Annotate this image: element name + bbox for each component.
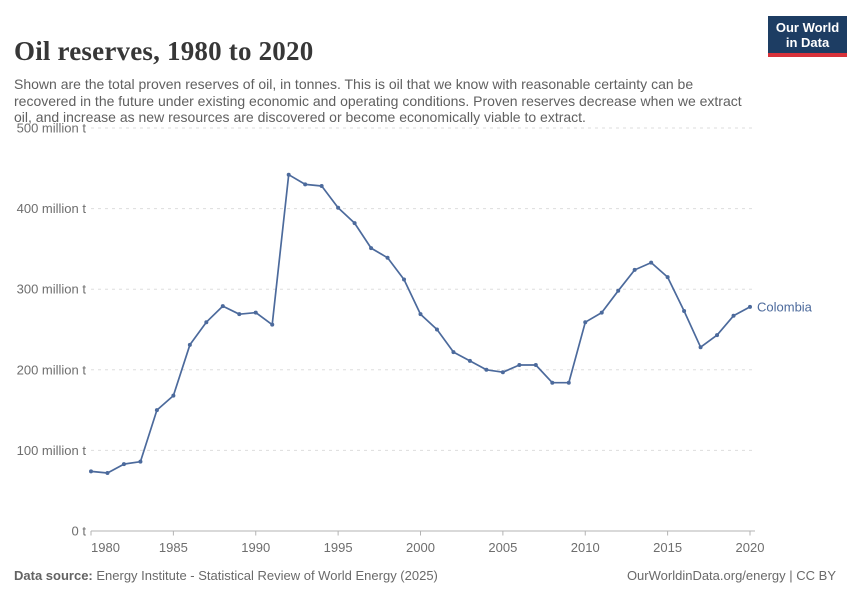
y-tick-label-300: 300 million t (17, 282, 87, 297)
x-tick-label-2005: 2005 (488, 540, 517, 555)
data-point-2020[interactable] (748, 304, 752, 309)
owid-logo[interactable]: Our World in Data (768, 16, 847, 57)
y-tick-label-0: 0 t (72, 524, 87, 539)
owid-logo-line2: in Data (785, 34, 830, 50)
data-point-1982[interactable] (121, 462, 126, 467)
data-point-1998[interactable] (385, 255, 390, 260)
footer-source: Data source: Energy Institute - Statisti… (14, 568, 438, 583)
x-tick-label-1990: 1990 (241, 540, 270, 555)
data-point-2001[interactable] (434, 327, 439, 332)
data-point-2012[interactable] (616, 288, 621, 293)
data-point-2006[interactable] (517, 362, 522, 367)
data-point-1999[interactable] (402, 277, 407, 282)
x-tick-label-1980: 1980 (91, 540, 120, 555)
data-point-1990[interactable] (253, 310, 258, 315)
data-point-1989[interactable] (237, 312, 242, 317)
data-point-2000[interactable] (418, 312, 423, 317)
data-point-1985[interactable] (171, 393, 176, 398)
data-point-1997[interactable] (369, 246, 374, 251)
x-tick-label-1985: 1985 (159, 540, 188, 555)
y-tick-label-400: 400 million t (17, 201, 87, 216)
series-label-colombia[interactable]: Colombia (757, 299, 813, 314)
data-point-1980[interactable] (89, 469, 93, 474)
data-point-2011[interactable] (599, 310, 604, 315)
data-point-1995[interactable] (336, 205, 341, 210)
data-point-1996[interactable] (352, 221, 357, 226)
x-tick-label-2000: 2000 (406, 540, 435, 555)
data-point-2003[interactable] (467, 358, 472, 363)
data-point-2002[interactable] (451, 350, 456, 355)
data-point-1983[interactable] (138, 459, 143, 464)
data-point-2015[interactable] (665, 275, 670, 280)
x-tick-label-1995: 1995 (324, 540, 353, 555)
data-point-2010[interactable] (583, 320, 588, 325)
footer-source-label: Data source: (14, 568, 93, 583)
footer-link[interactable]: OurWorldinData.org/energy | CC BY (626, 568, 836, 583)
data-point-2014[interactable] (649, 260, 654, 265)
data-point-2008[interactable] (550, 380, 555, 385)
chart-subtitle: Shown are the total proven reserves of o… (14, 76, 742, 125)
data-point-2007[interactable] (533, 362, 538, 367)
y-tick-label-500: 500 million t (17, 121, 87, 136)
data-point-1981[interactable] (105, 470, 110, 475)
owid-logo-text: Our World in Data (768, 16, 847, 53)
data-point-1988[interactable] (220, 304, 225, 309)
data-point-1987[interactable] (204, 320, 209, 325)
footer-source-text: Energy Institute - Statistical Review of… (92, 568, 438, 583)
data-point-2018[interactable] (715, 333, 720, 338)
data-point-2004[interactable] (484, 367, 489, 372)
y-tick-label-100: 100 million t (17, 443, 87, 458)
data-point-1992[interactable] (286, 172, 291, 177)
data-point-1986[interactable] (187, 342, 192, 347)
data-point-1993[interactable] (303, 182, 308, 187)
data-point-1994[interactable] (319, 184, 324, 189)
data-point-1984[interactable] (154, 408, 159, 413)
series-line-colombia[interactable] (90, 173, 751, 474)
data-point-2009[interactable] (566, 380, 571, 385)
y-tick-label-200: 200 million t (17, 362, 87, 377)
owid-logo-line1: Our World (775, 19, 840, 35)
x-tick-label-2020: 2020 (736, 540, 765, 555)
page-title: Oil reserves, 1980 to 2020 (14, 36, 314, 67)
data-point-2016[interactable] (682, 308, 687, 313)
x-tick-label-2015: 2015 (653, 540, 682, 555)
data-point-2013[interactable] (632, 267, 637, 272)
data-point-2005[interactable] (500, 370, 505, 375)
owid-logo-redbar (768, 53, 847, 57)
chart-svg: 0 t 100 million t 200 million t 300 million… (17, 121, 813, 556)
data-point-2017[interactable] (698, 345, 703, 350)
data-point-2019[interactable] (731, 313, 736, 318)
x-tick-label-2010: 2010 (571, 540, 600, 555)
data-point-1991[interactable] (270, 322, 275, 327)
